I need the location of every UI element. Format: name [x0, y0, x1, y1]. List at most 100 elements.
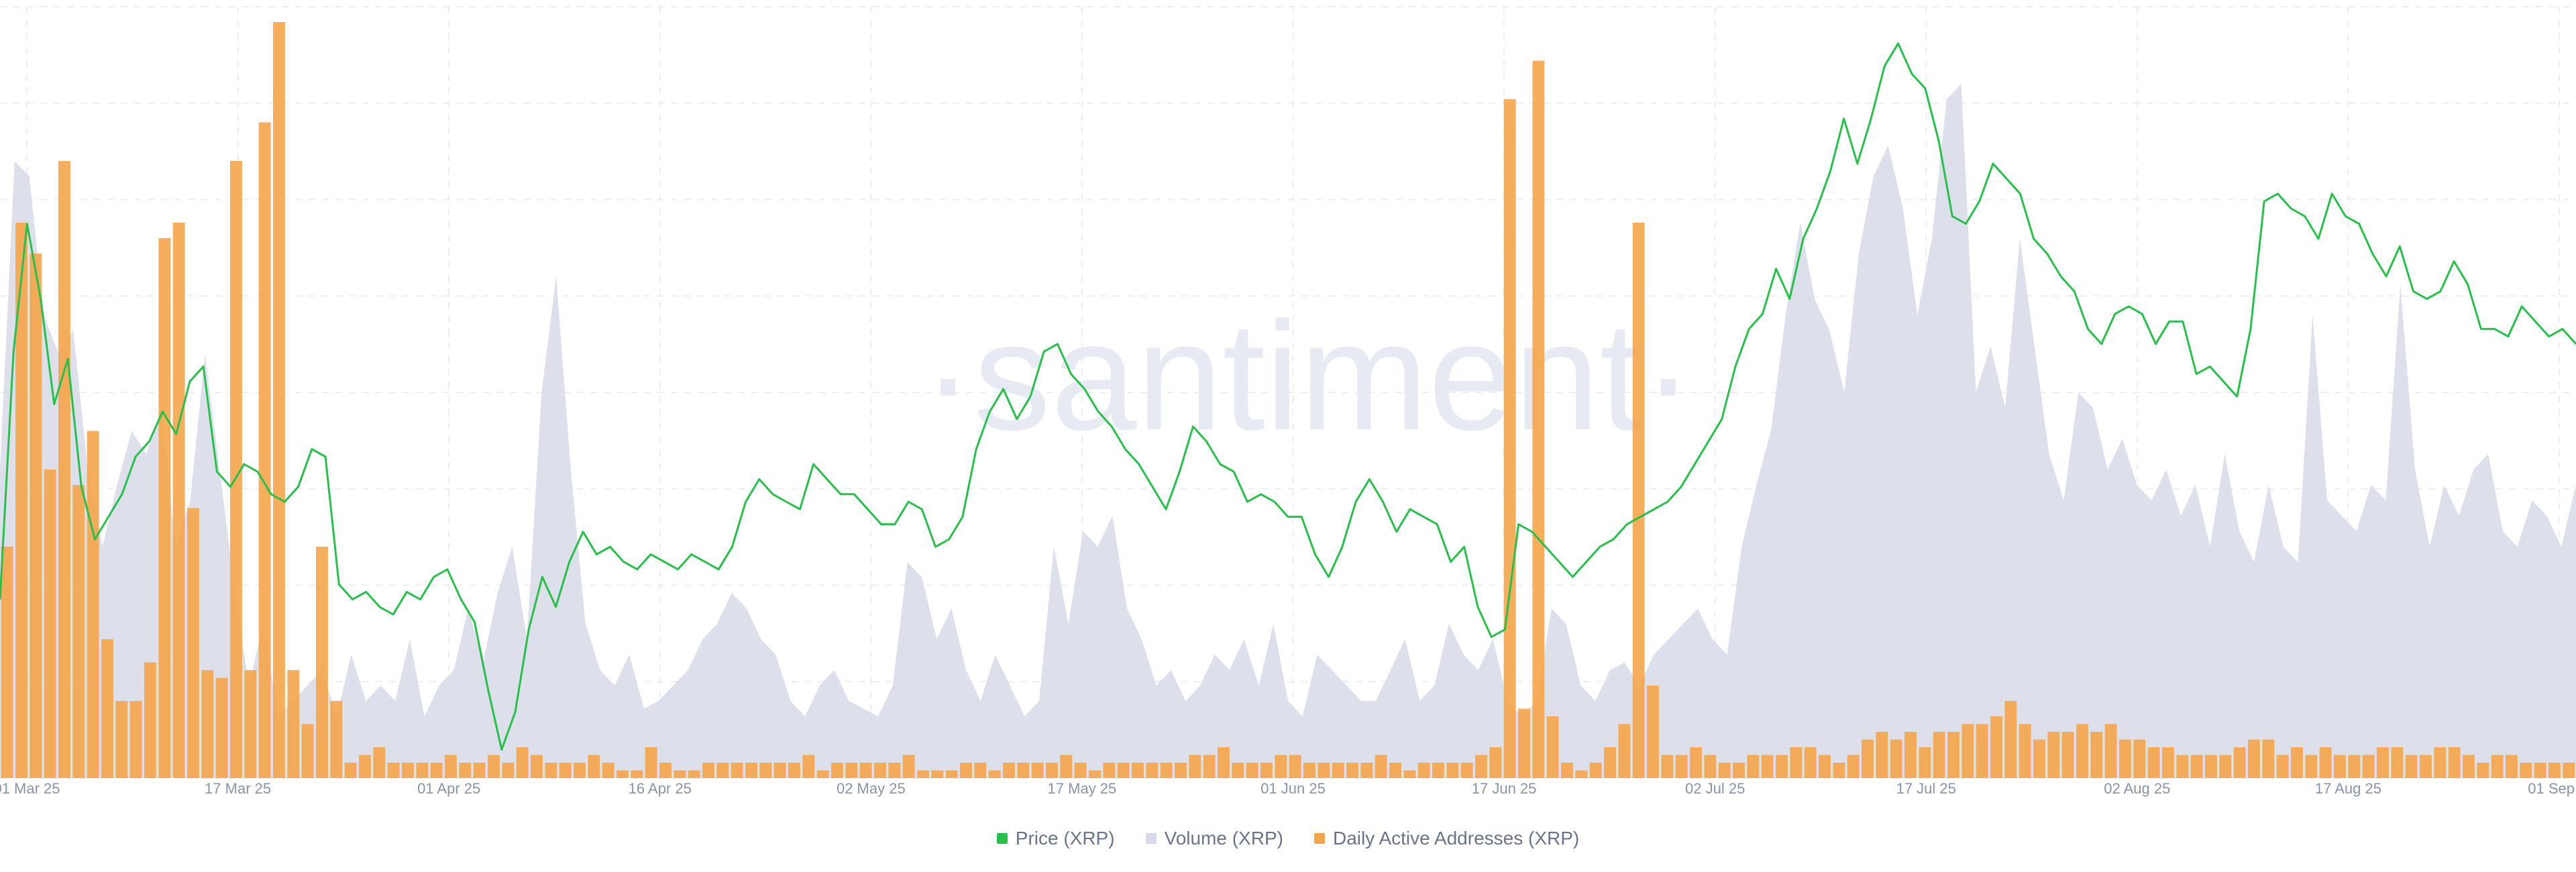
daa-bar: [2262, 739, 2275, 778]
daa-bar: [945, 770, 958, 778]
daa-bar: [1890, 739, 1902, 778]
daa-bar: [1561, 763, 1573, 778]
daa-bar: [2434, 747, 2447, 778]
daa-bar: [316, 547, 328, 778]
daa-bar: [2448, 747, 2461, 778]
daa-bar: [2090, 732, 2103, 778]
daa-bar: [1, 547, 13, 778]
x-tick-label: 02 Aug 25: [2104, 780, 2170, 797]
daa-bar: [902, 755, 915, 778]
daa-bar: [2477, 763, 2489, 778]
x-tick-label: 01 Mar 25: [0, 780, 60, 797]
daa-bar: [1475, 755, 1487, 778]
chart-svg: ·santiment· 01 Mar 25 17 Mar 25 01 Apr 25 1…: [0, 6, 2576, 797]
daa-bar: [1661, 755, 1674, 778]
x-tick-label: 17 Jun 25: [1472, 780, 1537, 797]
daa-bar: [931, 770, 944, 778]
daa-bar: [1046, 763, 1058, 778]
daa-bar: [1089, 770, 1101, 778]
daa-bar: [430, 763, 443, 778]
legend-item-price[interactable]: Price (XRP): [996, 828, 1115, 849]
daa-bar: [2334, 755, 2346, 778]
daa-bar: [960, 763, 972, 778]
daa-bar: [1060, 755, 1073, 778]
daa-bar: [1833, 763, 1845, 778]
volume-area: [0, 84, 2576, 778]
daa-bar: [2563, 763, 2575, 778]
daa-bar: [688, 770, 700, 778]
daa-bar: [1604, 747, 1616, 778]
daa-bar: [1718, 763, 1731, 778]
daa-bar: [988, 770, 1001, 778]
daa-bar: [1289, 755, 1301, 778]
daa-bar: [115, 701, 128, 778]
daa-bar: [1203, 755, 1216, 778]
daa-bar: [1346, 763, 1358, 778]
daa-bar: [2276, 755, 2289, 778]
daa-bar: [1990, 716, 2002, 778]
daa-bar: [1761, 755, 1774, 778]
daa-bar: [1546, 716, 1559, 778]
x-tick-label: 17 Aug 25: [2315, 780, 2381, 797]
daa-bar: [659, 763, 672, 778]
daa-bar: [1489, 747, 1502, 778]
daa-bar: [402, 763, 414, 778]
daa-bar: [1332, 763, 1344, 778]
daa-bar: [416, 763, 429, 778]
daa-bar: [1804, 747, 1817, 778]
daa-bar: [2104, 724, 2117, 778]
daa-bar: [344, 763, 357, 778]
watermark-text: ·santiment·: [922, 290, 1694, 462]
daa-bar: [1647, 686, 1659, 778]
daa-bar: [1876, 732, 1888, 778]
daa-bar: [1132, 763, 1144, 778]
daa-bar: [488, 755, 500, 778]
daa-bar: [2205, 755, 2217, 778]
daa-bar: [745, 763, 757, 778]
legend-item-volume[interactable]: Volume (XRP): [1145, 828, 1283, 849]
x-tick-label: 17 Jul 25: [1896, 780, 1956, 797]
daa-bar: [1146, 763, 1159, 778]
daa-bar: [30, 254, 42, 778]
daa-bar: [1389, 763, 1401, 778]
daa-bar: [445, 755, 457, 778]
daa-bar: [1862, 739, 1874, 778]
legend-item-daa[interactable]: Daily Active Addresses (XRP): [1313, 828, 1579, 849]
daa-bar: [1962, 724, 1974, 778]
daa-bar: [1403, 770, 1416, 778]
daa-bar: [2119, 739, 2131, 778]
daa-bar: [645, 747, 657, 778]
daa-bar: [201, 670, 214, 778]
daa-bar: [1919, 747, 1931, 778]
daa-bar: [502, 763, 515, 778]
volume-swatch-icon: [1145, 833, 1157, 844]
daa-bar: [1618, 724, 1631, 778]
daa-bar: [874, 763, 886, 778]
daa-bar: [2147, 747, 2160, 778]
daa-bar: [1733, 763, 1745, 778]
daa-bar: [1275, 755, 1287, 778]
daa-bar: [1017, 763, 1030, 778]
x-axis-ticks: 01 Mar 25 17 Mar 25 01 Apr 25 16 Apr 25 02 M…: [0, 780, 2575, 797]
daa-bar: [1933, 732, 1945, 778]
daa-bar: [1417, 763, 1430, 778]
daa-bar: [230, 161, 242, 778]
legend-label-price: Price (XRP): [1015, 828, 1115, 849]
daa-bar: [1460, 763, 1473, 778]
x-tick-label: 17 May 25: [1048, 780, 1117, 797]
daa-bar: [2391, 747, 2404, 778]
daa-bar: [802, 755, 815, 778]
daa-bar: [516, 747, 529, 778]
daa-bar: [101, 639, 113, 778]
x-tick-label: 01 Jun 25: [1260, 780, 1326, 797]
daa-bar: [859, 763, 872, 778]
daa-bar: [845, 763, 858, 778]
daa-bar: [287, 670, 300, 778]
daa-bar: [2291, 747, 2303, 778]
daa-bar: [1360, 763, 1373, 778]
daa-bar: [244, 670, 257, 778]
daa-bar: [2076, 724, 2088, 778]
daa-bar: [2377, 747, 2389, 778]
daa-bar: [831, 763, 843, 778]
daa-bar: [559, 763, 572, 778]
